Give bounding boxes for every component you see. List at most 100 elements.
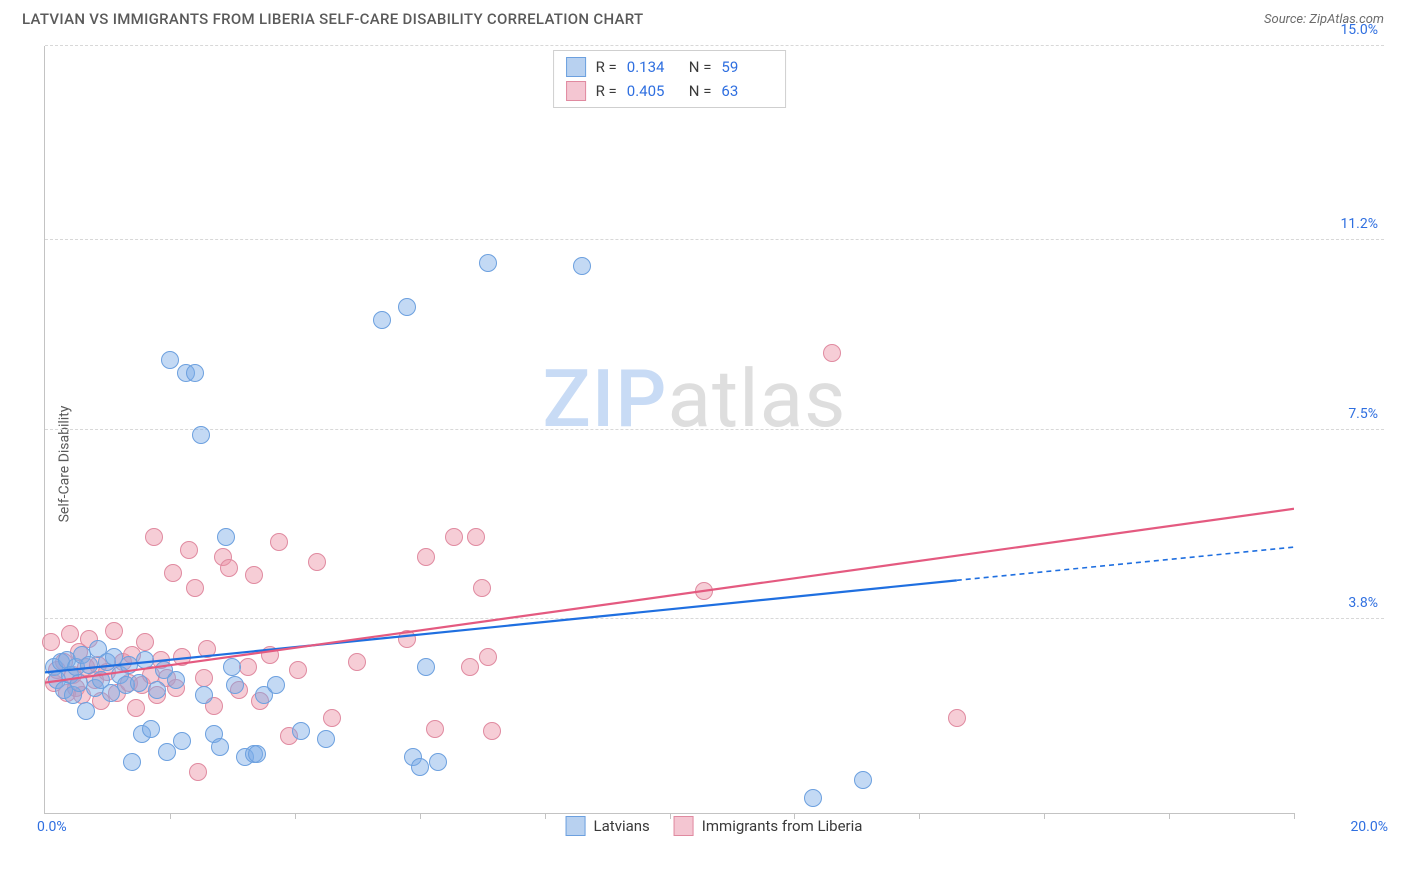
gridline-h xyxy=(45,429,1384,430)
x-axis-start: 0.0% xyxy=(37,819,67,835)
scatter-point xyxy=(145,528,163,546)
legend-correlation: R = 0.134 N = 59 R = 0.405 N = 63 xyxy=(553,50,787,108)
regression-lines xyxy=(45,46,1294,813)
scatter-point xyxy=(167,671,185,689)
scatter-point xyxy=(42,633,60,651)
scatter-point xyxy=(483,722,501,740)
scatter-point xyxy=(239,658,257,676)
gridline-h xyxy=(45,239,1384,240)
y-right-label: 7.5% xyxy=(1348,406,1378,422)
scatter-point xyxy=(248,745,266,763)
swatch-b xyxy=(566,81,586,101)
chart-main: Self-Care Disability ZIPatlas R = 0.134 … xyxy=(0,36,1406,892)
gridline-h xyxy=(45,45,1384,46)
scatter-point xyxy=(195,669,213,687)
scatter-point xyxy=(479,648,497,666)
scatter-point xyxy=(123,753,141,771)
plot-wrap: ZIPatlas R = 0.134 N = 59 R = 0.405 N = … xyxy=(44,46,1384,842)
scatter-point xyxy=(373,311,391,329)
x-tick xyxy=(170,813,171,819)
scatter-point xyxy=(261,646,279,664)
y-right-label: 11.2% xyxy=(1340,216,1378,232)
scatter-point xyxy=(220,559,238,577)
legend-row-a: R = 0.134 N = 59 xyxy=(566,55,774,79)
scatter-point xyxy=(164,564,182,582)
x-tick xyxy=(1294,813,1295,819)
series-b-name: Immigrants from Liberia xyxy=(702,817,863,835)
n-label: N = xyxy=(689,79,712,103)
scatter-point xyxy=(148,681,166,699)
r-label: R = xyxy=(596,55,617,79)
n-value-b: 63 xyxy=(721,79,773,103)
scatter-point xyxy=(573,257,591,275)
x-tick xyxy=(1169,813,1170,819)
legend-item-a: Latvians xyxy=(566,816,650,836)
scatter-point xyxy=(398,630,416,648)
scatter-point xyxy=(161,351,179,369)
scatter-point xyxy=(445,528,463,546)
scatter-point xyxy=(467,528,485,546)
scatter-point xyxy=(180,541,198,559)
x-tick xyxy=(545,813,546,819)
scatter-point xyxy=(186,579,204,597)
swatch-a xyxy=(566,816,586,836)
scatter-point xyxy=(189,763,207,781)
x-tick xyxy=(919,813,920,819)
swatch-b xyxy=(674,816,694,836)
scatter-point xyxy=(173,732,191,750)
scatter-point xyxy=(948,709,966,727)
legend-series: Latvians Immigrants from Liberia xyxy=(566,816,863,836)
r-label: R = xyxy=(596,79,617,103)
x-tick xyxy=(1044,813,1045,819)
scatter-point xyxy=(348,653,366,671)
scatter-point xyxy=(217,528,235,546)
scatter-point xyxy=(142,720,160,738)
scatter-point xyxy=(186,364,204,382)
scatter-point xyxy=(245,566,263,584)
n-value-a: 59 xyxy=(721,55,773,79)
x-tick xyxy=(420,813,421,819)
scatter-point xyxy=(417,548,435,566)
swatch-a xyxy=(566,57,586,77)
scatter-point xyxy=(267,676,285,694)
r-value-b: 0.405 xyxy=(627,79,679,103)
x-tick xyxy=(295,813,296,819)
scatter-point xyxy=(223,658,241,676)
scatter-point xyxy=(426,720,444,738)
scatter-point xyxy=(80,656,98,674)
watermark-atlas: atlas xyxy=(667,352,846,446)
scatter-point xyxy=(105,622,123,640)
scatter-point xyxy=(270,533,288,551)
scatter-point xyxy=(77,702,95,720)
series-a-name: Latvians xyxy=(594,817,650,835)
legend-row-b: R = 0.405 N = 63 xyxy=(566,79,774,103)
chart-title: LATVIAN VS IMMIGRANTS FROM LIBERIA SELF-… xyxy=(22,10,643,28)
n-label: N = xyxy=(689,55,712,79)
scatter-point xyxy=(192,426,210,444)
scatter-point xyxy=(823,344,841,362)
scatter-point xyxy=(429,753,447,771)
y-right-label: 3.8% xyxy=(1348,595,1378,611)
scatter-point xyxy=(398,298,416,316)
watermark-zip: ZIP xyxy=(543,352,668,446)
scatter-point xyxy=(211,738,229,756)
scatter-point xyxy=(136,633,154,651)
scatter-point xyxy=(411,758,429,776)
legend-item-b: Immigrants from Liberia xyxy=(674,816,863,836)
scatter-point xyxy=(61,625,79,643)
scatter-point xyxy=(136,651,154,669)
plot-area: ZIPatlas R = 0.134 N = 59 R = 0.405 N = … xyxy=(44,46,1294,814)
scatter-point xyxy=(417,658,435,676)
y-right-label: 15.0% xyxy=(1340,22,1378,38)
scatter-point xyxy=(804,789,822,807)
scatter-point xyxy=(323,709,341,727)
scatter-point xyxy=(292,722,310,740)
scatter-point xyxy=(461,658,479,676)
scatter-point xyxy=(854,771,872,789)
watermark: ZIPatlas xyxy=(543,352,847,446)
gridline-h xyxy=(45,618,1384,619)
r-value-a: 0.134 xyxy=(627,55,679,79)
scatter-point xyxy=(127,699,145,717)
scatter-point xyxy=(479,254,497,272)
scatter-point xyxy=(173,648,191,666)
